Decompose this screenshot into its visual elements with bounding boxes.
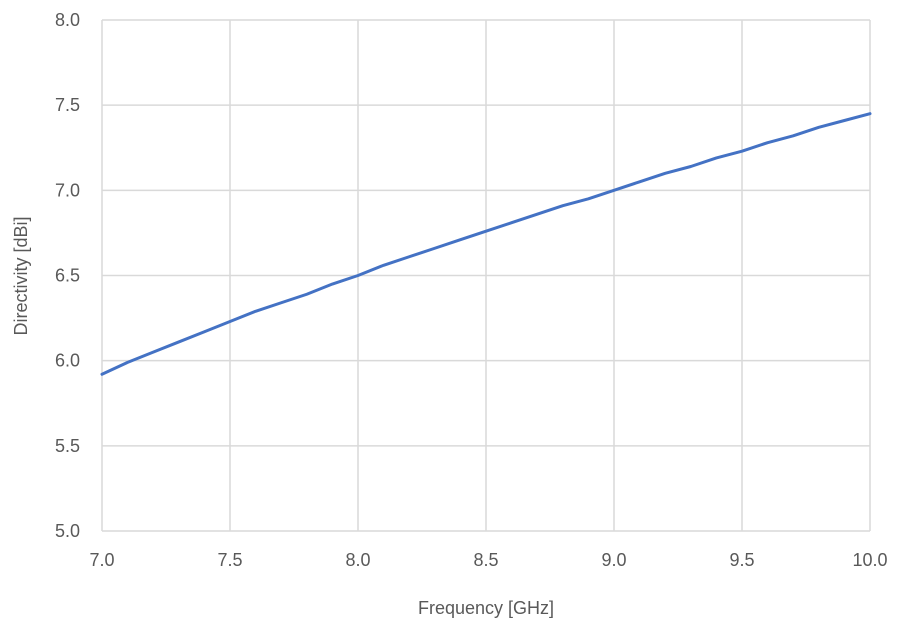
x-tick-label: 9.5 bbox=[729, 550, 754, 570]
y-tick-label: 7.0 bbox=[55, 180, 80, 200]
y-axis-title: Directivity [dBi] bbox=[11, 216, 31, 335]
y-axis-ticks: 5.0 5.5 6.0 6.5 7.0 7.5 8.0 bbox=[55, 10, 80, 541]
grid bbox=[101, 19, 871, 532]
x-tick-label: 10.0 bbox=[852, 550, 887, 570]
y-tick-label: 7.5 bbox=[55, 95, 80, 115]
x-tick-label: 8.0 bbox=[345, 550, 370, 570]
y-tick-label: 8.0 bbox=[55, 10, 80, 30]
x-tick-label: 8.5 bbox=[473, 550, 498, 570]
y-tick-label: 5.5 bbox=[55, 436, 80, 456]
x-tick-label: 7.0 bbox=[89, 550, 114, 570]
x-tick-label: 7.5 bbox=[217, 550, 242, 570]
y-tick-label: 6.5 bbox=[55, 266, 80, 286]
x-axis-title: Frequency [GHz] bbox=[418, 598, 554, 618]
series-group bbox=[100, 112, 872, 376]
y-tick-label: 6.0 bbox=[55, 351, 80, 371]
x-tick-label: 9.0 bbox=[601, 550, 626, 570]
series-line bbox=[100, 112, 872, 376]
x-axis-ticks: 7.0 7.5 8.0 8.5 9.0 9.5 10.0 bbox=[89, 550, 887, 570]
y-tick-label: 5.0 bbox=[55, 521, 80, 541]
